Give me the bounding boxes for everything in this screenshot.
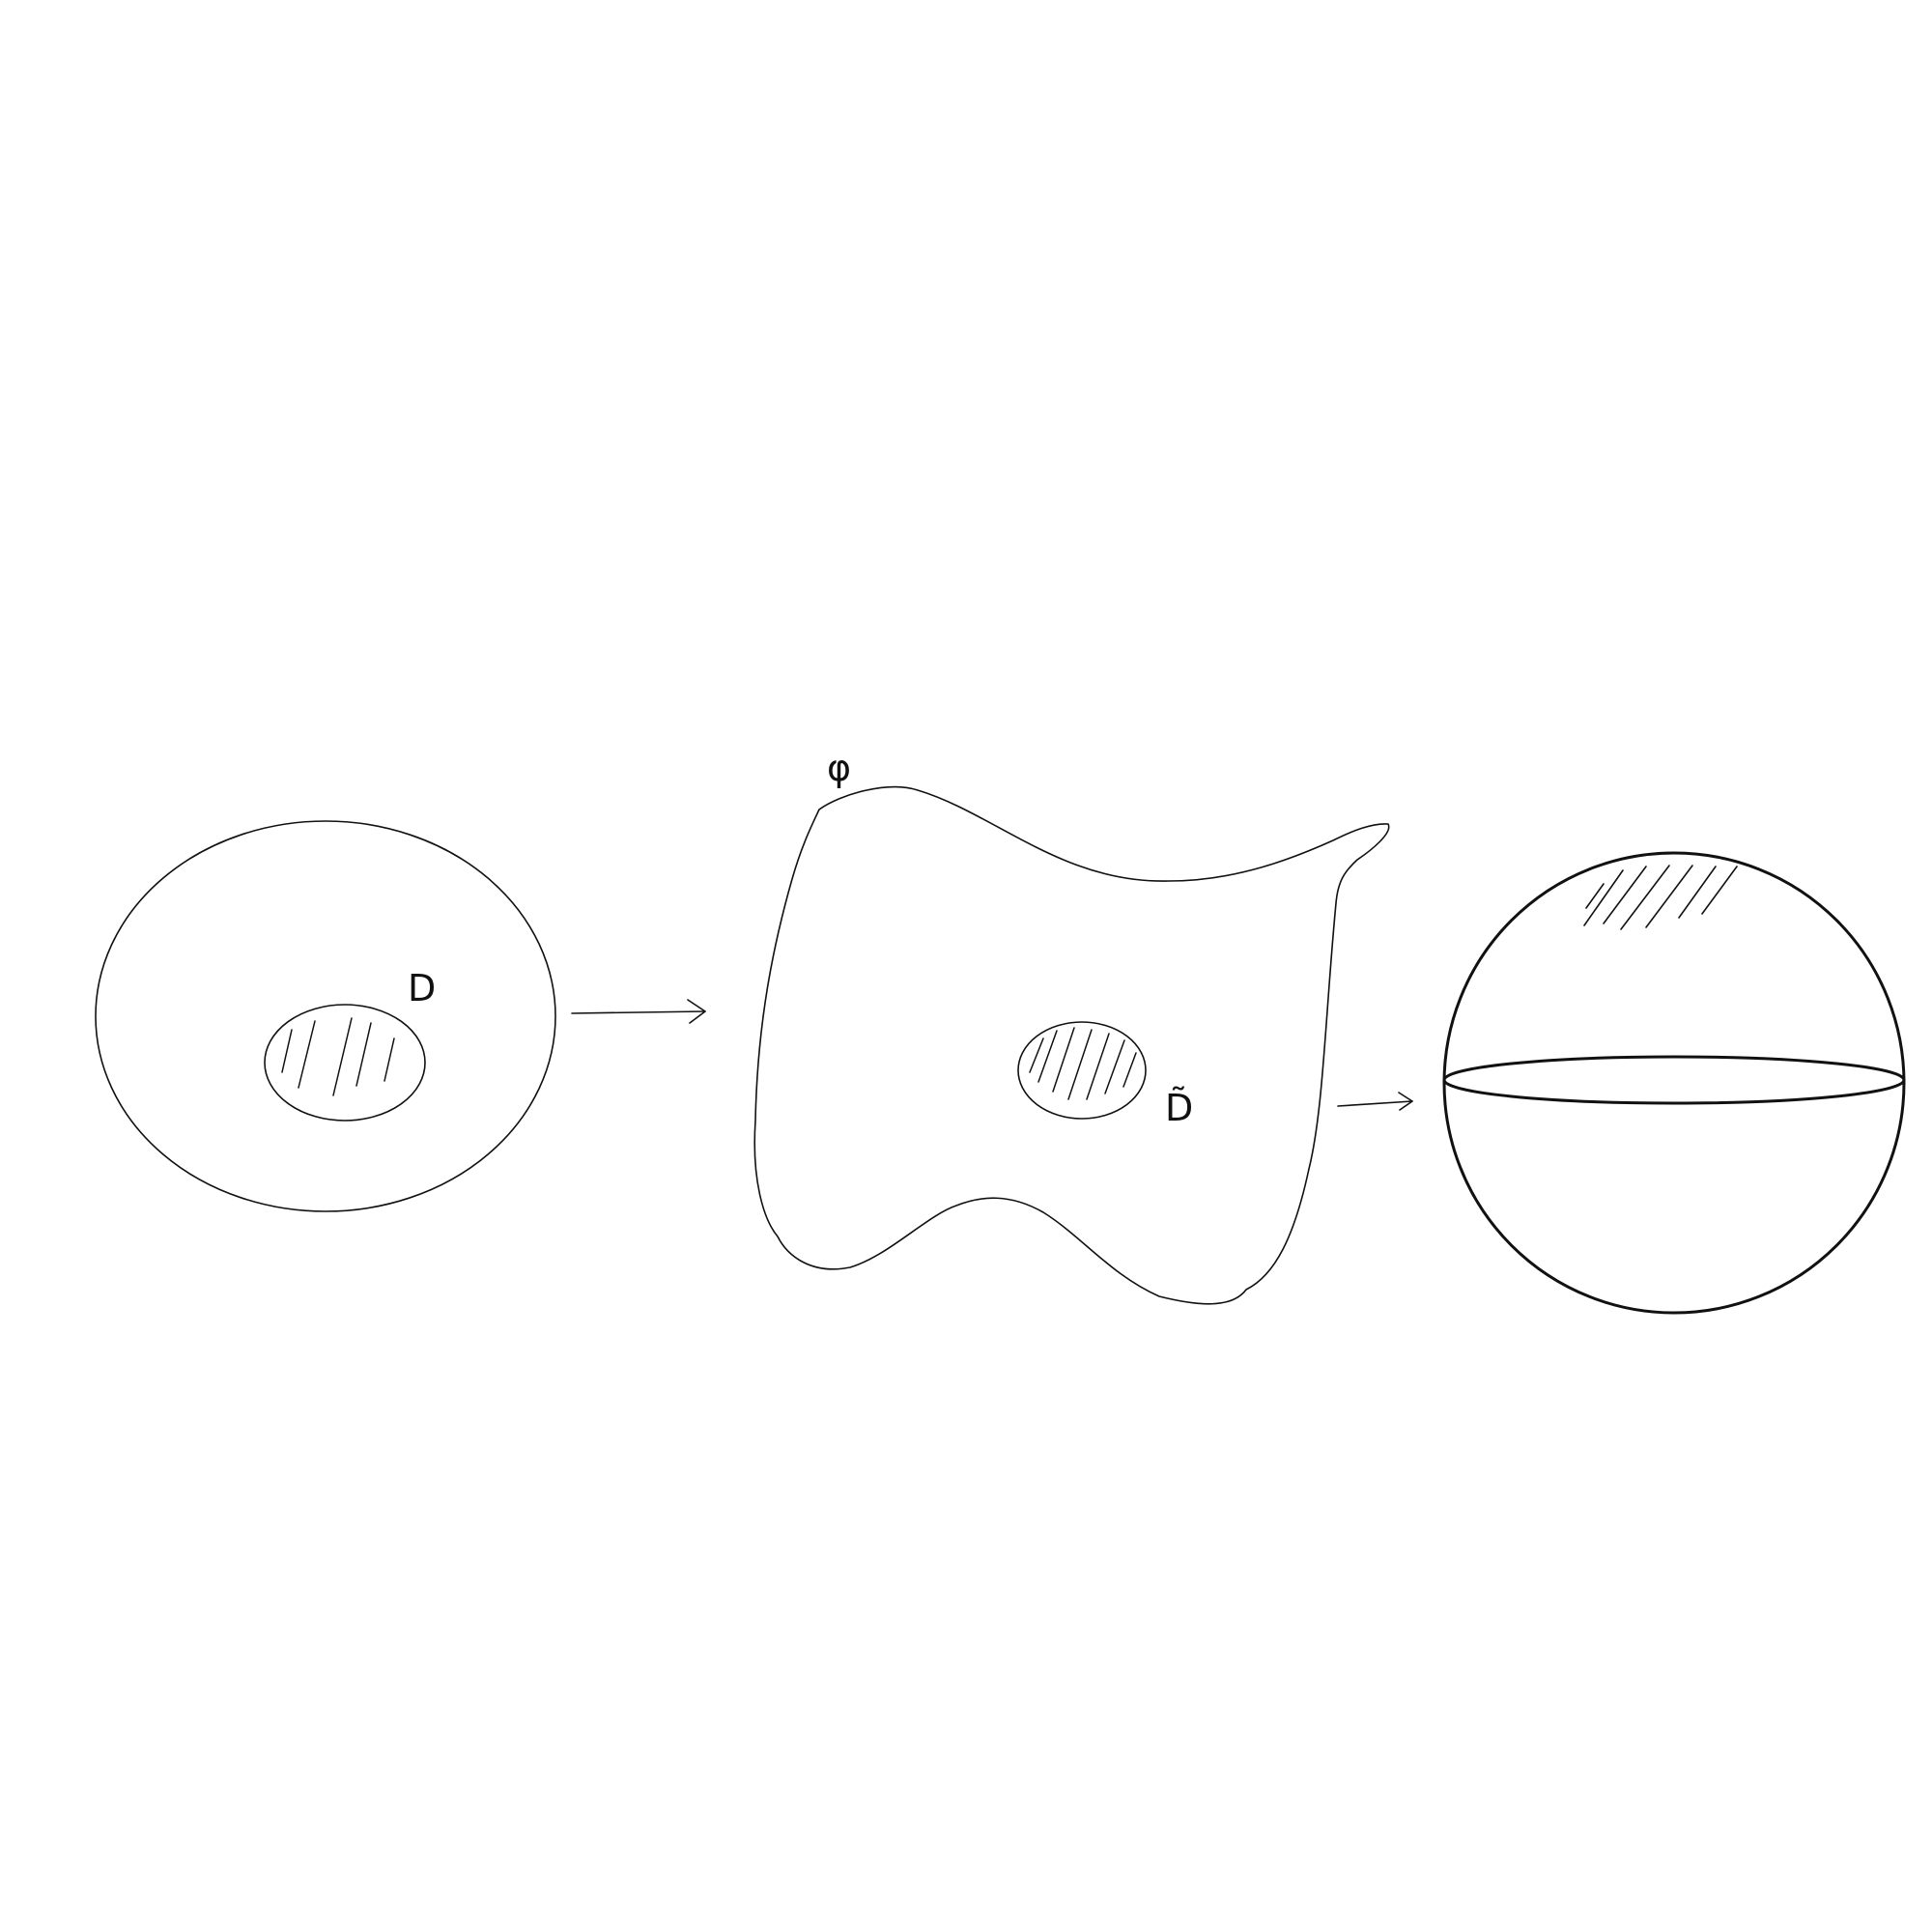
region-d-hatching	[281, 1017, 395, 1096]
region-d-outline	[264, 1004, 426, 1122]
domain-disk-outline	[95, 820, 556, 1212]
curved-surface-outline	[753, 785, 1390, 1305]
sphere-outline	[1442, 851, 1906, 1315]
label-phi: φ	[827, 747, 851, 789]
label-d-tilde: D̃	[1165, 1087, 1193, 1129]
label-d: D	[408, 967, 436, 1009]
arrow-to-sphere	[1337, 1092, 1413, 1111]
sphere-equator	[1442, 1055, 1906, 1105]
curved-surface: D̃ φ	[753, 747, 1390, 1305]
region-d-tilde-hatching	[1029, 1027, 1137, 1100]
arrow-map-phi	[571, 999, 706, 1024]
sphere	[1442, 851, 1906, 1315]
sphere-cap-hatching	[1583, 865, 1738, 930]
domain-disk: D	[95, 820, 556, 1212]
region-d-tilde-outline	[1017, 1021, 1147, 1120]
